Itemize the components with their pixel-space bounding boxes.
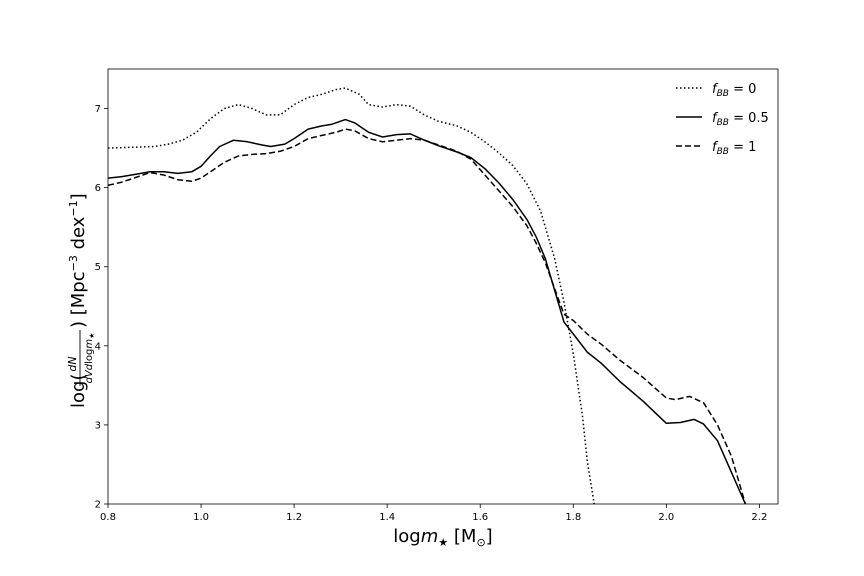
y-tick-label: 5 — [95, 262, 101, 273]
series-layer — [108, 87, 747, 504]
legend-entry: fBB = 0 — [712, 82, 756, 99]
svg-text:dVdlogm★: dVdlogm★ — [84, 333, 96, 384]
x-tick-label: 1.4 — [379, 512, 395, 523]
x-tick-label: 1.6 — [472, 512, 488, 523]
series-line-dashed — [108, 128, 747, 504]
legend-subscript: BB — [717, 118, 729, 128]
y-tick-label: 6 — [95, 183, 101, 194]
legend-symbol: f — [712, 111, 719, 126]
legend-entry: fBB = 0.5 — [712, 111, 769, 128]
svg-text:) [Mpc−3 dex−1]: ) [Mpc−3 dex−1] — [67, 193, 89, 328]
legend-subscript: BB — [717, 147, 729, 157]
x-tick-label: 2.0 — [658, 512, 674, 523]
y-tick-label: 4 — [95, 341, 101, 352]
plot-area — [108, 69, 778, 504]
legend-subscript: BB — [717, 89, 729, 99]
svg-text:dN: dN — [66, 356, 79, 371]
y-tick-label: 7 — [95, 104, 101, 115]
y-tick-label: 3 — [95, 420, 101, 431]
svg-text:log(: log( — [68, 374, 89, 408]
legend-value: = 0 — [729, 82, 756, 97]
legend-symbol: f — [712, 140, 719, 155]
legend-value: = 1 — [729, 140, 756, 155]
x-tick-label: 1.2 — [286, 512, 302, 523]
x-tick-label: 1.0 — [193, 512, 209, 523]
x-tick-label: 0.8 — [100, 512, 116, 523]
x-axis: 0.8 1.0 1.2 1.4 1.6 1.8 2.0 2.2 — [100, 504, 767, 523]
y-axis: 2 3 4 5 6 7 — [95, 104, 108, 511]
series-line-solid — [108, 118, 747, 504]
plot-frame — [107, 68, 779, 505]
legend-value: = 0.5 — [729, 111, 769, 126]
legend-symbol: f — [712, 82, 719, 97]
x-axis-label: logm★ [M⊙] — [393, 526, 492, 549]
y-tick-label: 2 — [95, 500, 101, 511]
legend-entry: fBB = 1 — [712, 140, 756, 157]
y-axis-label: log( dN dVdlogm★ ) [Mpc−3 dex−1] — [66, 193, 96, 408]
x-tick-label: 2.2 — [751, 512, 767, 523]
x-tick-label: 1.8 — [565, 512, 581, 523]
